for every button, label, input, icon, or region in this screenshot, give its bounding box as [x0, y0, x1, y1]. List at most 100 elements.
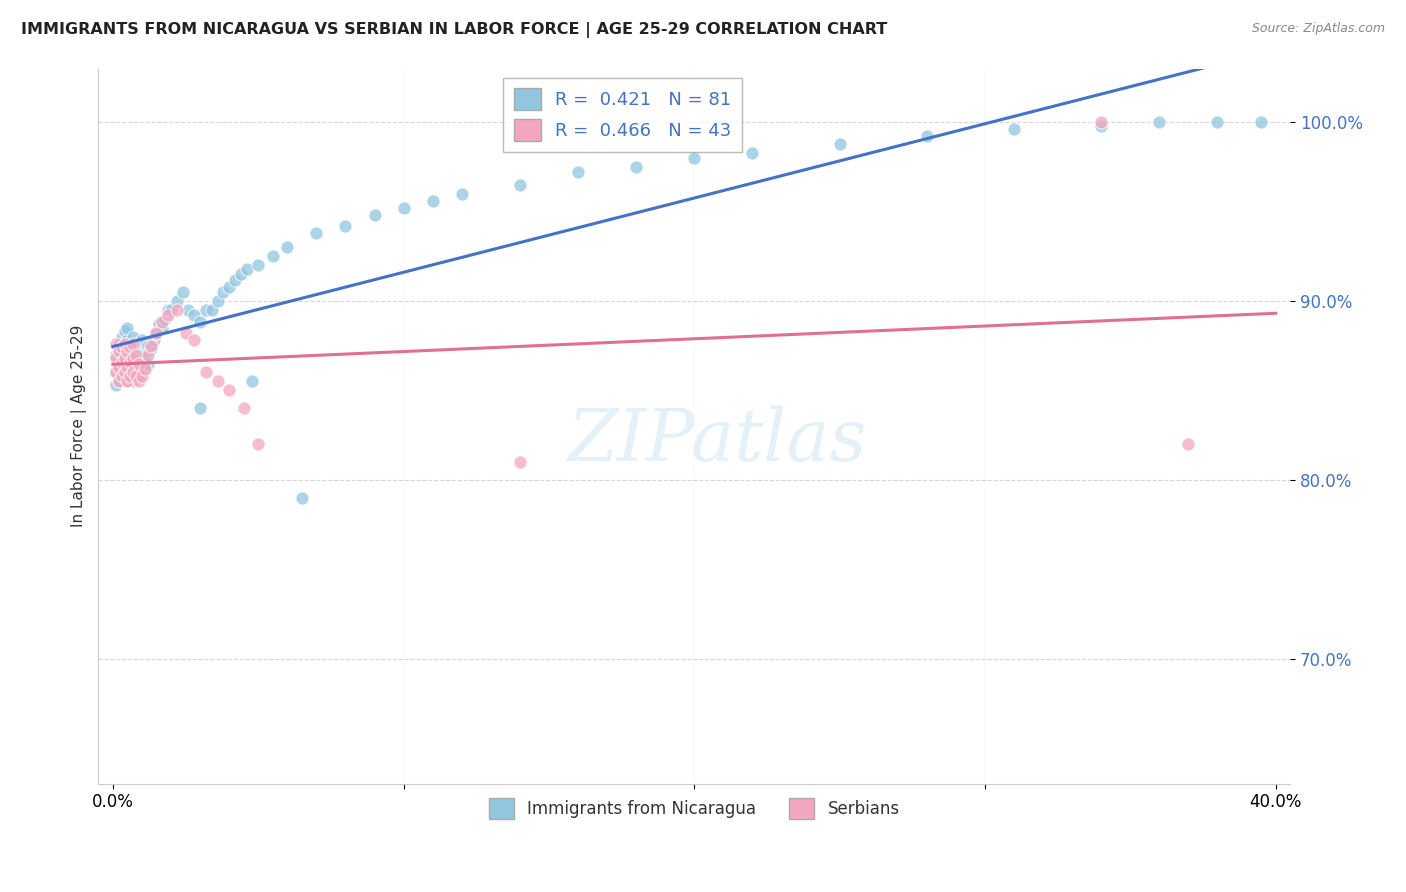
Point: [122, 344, 145, 359]
Y-axis label: In Labor Force | Age 25-29: In Labor Force | Age 25-29: [72, 325, 87, 527]
Point: [145, 326, 167, 340]
Point: [567, 165, 589, 179]
Point: [110, 344, 132, 359]
Point: [131, 334, 153, 348]
Point: [291, 491, 314, 505]
Point: [276, 240, 298, 254]
Point: [363, 208, 385, 222]
Point: [107, 375, 129, 389]
Point: [107, 375, 129, 389]
Point: [120, 337, 142, 351]
Point: [1149, 115, 1171, 129]
Point: [188, 401, 211, 416]
Point: [110, 341, 132, 355]
Point: [247, 258, 270, 272]
Point: [120, 355, 142, 369]
Point: [110, 369, 132, 384]
Legend: Immigrants from Nicaragua, Serbians: Immigrants from Nicaragua, Serbians: [482, 792, 907, 825]
Point: [150, 315, 173, 329]
Point: [242, 375, 264, 389]
Point: [114, 351, 136, 366]
Point: [218, 279, 240, 293]
Point: [683, 151, 706, 165]
Point: [117, 320, 139, 334]
Point: [114, 366, 136, 380]
Point: [262, 249, 284, 263]
Point: [128, 355, 150, 369]
Point: [122, 366, 145, 380]
Point: [114, 337, 136, 351]
Point: [107, 362, 129, 376]
Point: [1206, 115, 1229, 129]
Point: [128, 369, 150, 384]
Point: [104, 366, 127, 380]
Point: [392, 201, 415, 215]
Point: [194, 302, 217, 317]
Point: [125, 357, 148, 371]
Point: [110, 357, 132, 371]
Point: [136, 339, 159, 353]
Point: [150, 320, 173, 334]
Point: [915, 129, 938, 144]
Point: [104, 351, 127, 366]
Text: ZIPatlas: ZIPatlas: [568, 405, 868, 475]
Point: [117, 344, 139, 359]
Point: [117, 375, 139, 389]
Point: [134, 362, 156, 376]
Point: [104, 337, 127, 351]
Point: [128, 357, 150, 371]
Point: [1090, 119, 1112, 133]
Point: [107, 360, 129, 375]
Point: [120, 369, 142, 384]
Point: [741, 145, 763, 160]
Point: [104, 378, 127, 392]
Point: [125, 348, 148, 362]
Point: [1250, 115, 1272, 129]
Point: [201, 302, 224, 317]
Point: [122, 360, 145, 375]
Text: Source: ZipAtlas.com: Source: ZipAtlas.com: [1251, 22, 1385, 36]
Point: [235, 261, 257, 276]
Point: [110, 329, 132, 343]
Point: [114, 324, 136, 338]
Point: [166, 293, 188, 308]
Point: [110, 355, 132, 369]
Point: [212, 285, 235, 299]
Point: [107, 344, 129, 359]
Point: [172, 285, 194, 299]
Point: [104, 366, 127, 380]
Point: [117, 348, 139, 362]
Point: [142, 334, 165, 348]
Point: [509, 455, 531, 469]
Point: [157, 302, 180, 317]
Point: [422, 194, 444, 208]
Point: [166, 302, 188, 317]
Point: [450, 186, 472, 201]
Point: [183, 334, 205, 348]
Point: [160, 302, 183, 317]
Point: [110, 369, 132, 384]
Point: [247, 437, 270, 451]
Point: [207, 375, 229, 389]
Point: [122, 351, 145, 366]
Point: [155, 311, 177, 326]
Point: [122, 375, 145, 389]
Point: [509, 178, 531, 192]
Point: [139, 339, 162, 353]
Point: [128, 375, 150, 389]
Point: [131, 348, 153, 362]
Point: [136, 348, 159, 362]
Point: [120, 366, 142, 380]
Point: [122, 329, 145, 343]
Point: [104, 348, 127, 362]
Point: [117, 375, 139, 389]
Point: [232, 401, 254, 416]
Point: [1002, 122, 1025, 136]
Point: [229, 267, 252, 281]
Point: [194, 366, 217, 380]
Point: [120, 351, 142, 366]
Point: [624, 160, 647, 174]
Point: [1177, 437, 1199, 451]
Point: [224, 272, 246, 286]
Point: [122, 337, 145, 351]
